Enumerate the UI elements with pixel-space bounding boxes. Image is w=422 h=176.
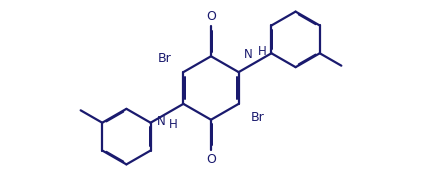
- Text: O: O: [206, 10, 216, 23]
- Text: Br: Br: [251, 111, 264, 124]
- Text: H: H: [169, 118, 178, 131]
- Text: N: N: [244, 48, 253, 61]
- Text: N: N: [157, 115, 166, 128]
- Text: H: H: [258, 45, 267, 58]
- Text: O: O: [206, 153, 216, 166]
- Text: Br: Br: [158, 52, 171, 65]
